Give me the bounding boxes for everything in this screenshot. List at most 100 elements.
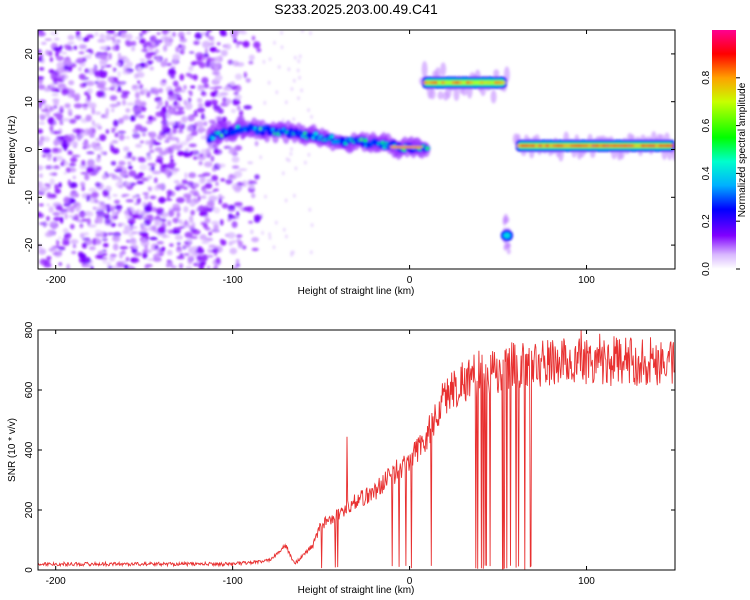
noise-blob [186, 31, 192, 35]
main-tone-core [630, 144, 635, 148]
noise-blob [166, 249, 173, 256]
main-tone-core [516, 144, 522, 148]
noise-blob [40, 115, 45, 121]
noise-blob [101, 238, 108, 242]
noise-blob [231, 156, 240, 163]
noise-blob [142, 252, 148, 259]
noise-blob [172, 127, 177, 134]
main-tone-core [669, 144, 674, 148]
noise-blob [55, 205, 63, 211]
main-tone-core [538, 144, 543, 148]
noise-blob [38, 84, 46, 90]
main-tone-core [623, 144, 628, 148]
noise-blob [183, 206, 189, 213]
noise-blob [48, 206, 54, 213]
noise-blob [201, 40, 211, 49]
noise-blob [207, 248, 212, 254]
main-tone-core [523, 144, 529, 148]
noise-blob [56, 55, 64, 61]
noise-blob [194, 122, 198, 129]
noise-blob [85, 114, 92, 122]
noise-blob [94, 218, 99, 224]
noise-blob [192, 192, 200, 197]
noise-blob [47, 229, 54, 236]
noise-blob [102, 257, 108, 264]
noise-blob [38, 128, 43, 134]
noise-blob [76, 57, 85, 64]
noise-blob [303, 160, 307, 165]
noise-blob [254, 140, 259, 147]
noise-blob [230, 30, 239, 37]
noise-blob [53, 139, 59, 147]
upper-tone-halo [490, 89, 497, 104]
noise-blob [190, 61, 196, 66]
noise-blob [133, 243, 138, 250]
noise-blob [125, 182, 132, 187]
noise-blob [178, 185, 184, 189]
upper-tone-core [486, 81, 492, 85]
noise-blob [135, 91, 140, 99]
upper-tone-halo [437, 91, 444, 100]
noise-blob [130, 231, 139, 235]
noise-blob [64, 103, 71, 109]
lower-tone-halo [505, 242, 510, 249]
noise-blob [106, 232, 115, 236]
noise-blob [94, 80, 99, 85]
main-tone-core [637, 144, 643, 148]
segment-peak [418, 145, 423, 149]
upper-tone-core [483, 81, 489, 85]
upper-tone-core [461, 81, 467, 85]
noise-blob [237, 240, 243, 248]
noise-blob [277, 65, 281, 69]
noise-blob [103, 151, 107, 156]
noise-blob [273, 40, 276, 45]
noise-blob [191, 246, 195, 254]
noise-blob [204, 191, 213, 195]
noise-blob [181, 179, 188, 185]
upper-tone-core [437, 81, 443, 85]
noise-blob [154, 39, 161, 46]
noise-blob [149, 52, 157, 56]
noise-blob [144, 63, 149, 68]
noise-blob [48, 50, 53, 57]
noise-blob [79, 222, 84, 229]
noise-blob [184, 241, 189, 245]
main-tone-core [573, 144, 579, 148]
noise-blob [49, 172, 58, 176]
noise-blob [195, 121, 205, 127]
noise-blob [280, 45, 284, 50]
noise-blob [235, 43, 240, 49]
noise-blob [206, 254, 214, 258]
noise-blob [176, 138, 180, 144]
noise-blob [68, 162, 76, 167]
noise-blob [189, 150, 193, 157]
noise-blob [155, 207, 165, 214]
main-tone-core [647, 144, 653, 148]
noise-blob [297, 96, 300, 101]
noise-blob [52, 98, 60, 103]
noise-blob [162, 134, 166, 138]
noise-blob [97, 154, 101, 159]
main-tone-core [555, 144, 561, 148]
noise-blob [228, 147, 237, 150]
noise-blob [58, 246, 66, 251]
noise-blob [103, 232, 108, 238]
noise-blob [110, 79, 114, 84]
main-tone-core [534, 144, 540, 148]
noise-blob [39, 135, 45, 142]
noise-blob [191, 229, 201, 235]
noise-blob [210, 99, 218, 105]
noise-blob [109, 253, 117, 258]
noise-blob [180, 44, 186, 51]
noise-blob [85, 211, 94, 217]
noise-blob [84, 68, 90, 74]
noise-blob [208, 231, 212, 236]
upper-tone-core [497, 81, 503, 85]
noise-blob [307, 108, 311, 113]
noise-blob [59, 105, 64, 110]
noise-blob [48, 248, 57, 252]
noise-blob [204, 227, 211, 231]
noise-blob [159, 166, 167, 173]
noise-blob [117, 222, 127, 226]
noise-blob [197, 195, 201, 202]
